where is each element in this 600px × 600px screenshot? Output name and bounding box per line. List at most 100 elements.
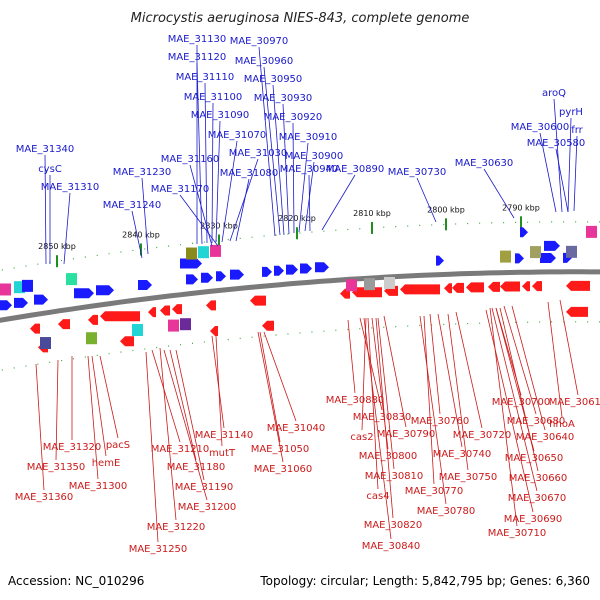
gene-label: MAE_31100 bbox=[184, 92, 243, 103]
gene-label: MAE_30970 bbox=[230, 36, 289, 47]
function-class-box bbox=[40, 337, 51, 350]
label-leader-line bbox=[151, 349, 181, 443]
forward-gene-arrow bbox=[34, 294, 48, 305]
gene-label: MAE_31090 bbox=[191, 110, 250, 121]
scale-tick-label: 2800 kbp bbox=[427, 205, 465, 214]
label-leader-line bbox=[503, 305, 537, 415]
forward-gene-arrow bbox=[230, 269, 244, 280]
label-leader-line bbox=[423, 315, 435, 485]
label-leader-line bbox=[259, 331, 281, 443]
gene-label: cas2 bbox=[350, 432, 373, 443]
reverse-gene-arrow bbox=[400, 284, 440, 295]
function-class-box bbox=[364, 278, 375, 291]
gene-label: MAE_30820 bbox=[364, 520, 423, 531]
label-leader-line bbox=[383, 315, 407, 428]
gene-label: MAE_30780 bbox=[417, 506, 476, 517]
forward-gene-arrow bbox=[186, 274, 198, 285]
label-leader-line bbox=[437, 313, 463, 448]
label-leader-line bbox=[35, 363, 45, 491]
gene-label: MAE_30610 bbox=[549, 397, 600, 408]
reverse-gene-arrow bbox=[444, 283, 452, 294]
gene-label: MAE_30890 bbox=[326, 164, 385, 175]
forward-gene-arrow bbox=[74, 288, 94, 299]
reverse-gene-arrow bbox=[172, 304, 182, 315]
function-class-box bbox=[500, 250, 511, 263]
forward-gene-arrow bbox=[262, 266, 272, 277]
reverse-gene-arrow bbox=[30, 323, 40, 334]
gene-label: MAE_31060 bbox=[254, 464, 313, 475]
scale-tick-label: 2830 kbp bbox=[200, 221, 238, 230]
forward-gene-arrow bbox=[286, 264, 298, 275]
label-leader-line bbox=[419, 315, 447, 505]
label-leader-line bbox=[263, 331, 297, 422]
reverse-gene-arrow bbox=[160, 305, 170, 316]
gene-labels: MAE_31130MAE_31120MAE_31110MAE_31100MAE_… bbox=[15, 34, 600, 555]
reverse-gene-arrow bbox=[100, 311, 140, 322]
label-leader-line bbox=[347, 319, 356, 394]
gene-label: MAE_31360 bbox=[15, 492, 74, 503]
gene-features bbox=[0, 225, 597, 353]
label-leader-line bbox=[547, 301, 563, 418]
gene-label: hhoA bbox=[549, 419, 575, 430]
reverse-gene-arrow bbox=[58, 319, 70, 330]
label-leader-line bbox=[141, 177, 149, 255]
gene-label: MAE_30600 bbox=[511, 122, 570, 133]
gene-label: cysC bbox=[38, 164, 62, 175]
gene-label: MAE_30720 bbox=[453, 430, 512, 441]
label-leader-line bbox=[235, 178, 250, 242]
forward-gene-arrow bbox=[300, 263, 312, 274]
label-leader-line bbox=[257, 331, 284, 463]
scale-tick-label: 2810 kbp bbox=[353, 209, 391, 218]
gene-label: MAE_30920 bbox=[264, 112, 323, 123]
gene-label: MAE_31350 bbox=[27, 462, 86, 473]
gene-label: pyrH bbox=[559, 107, 583, 118]
label-leader-line bbox=[555, 148, 569, 213]
gene-label: MAE_31210 bbox=[151, 444, 210, 455]
gene-label: MAE_31240 bbox=[103, 200, 162, 211]
gene-label: MAE_30930 bbox=[254, 93, 313, 104]
label-leader-line bbox=[169, 349, 197, 461]
gene-label: MAE_30750 bbox=[439, 472, 498, 483]
label-leader-line bbox=[361, 317, 367, 431]
label-leader-line bbox=[204, 82, 208, 244]
gene-label: MAE_30790 bbox=[377, 429, 436, 440]
forward-gene-arrow bbox=[515, 253, 524, 264]
gene-label: MAE_31170 bbox=[151, 184, 210, 195]
forward-gene-arrow bbox=[0, 300, 12, 311]
reverse-gene-arrow bbox=[206, 300, 216, 311]
label-leader-line bbox=[292, 122, 295, 234]
reverse-gene-arrow bbox=[500, 281, 520, 292]
gene-label: MAE_30770 bbox=[405, 486, 464, 497]
genome-summary-text: Topology: circular; Length: 5,842,795 bp… bbox=[259, 574, 590, 588]
forward-gene-arrow bbox=[216, 271, 226, 282]
label-leader-line bbox=[91, 355, 107, 457]
gene-label: mutT bbox=[209, 448, 236, 459]
function-class-box bbox=[132, 324, 143, 337]
reverse-gene-arrow bbox=[210, 326, 218, 337]
label-leader-line bbox=[211, 335, 225, 429]
label-leader-line bbox=[367, 317, 379, 490]
label-leader-line bbox=[511, 305, 546, 431]
gene-label: MAE_31080 bbox=[220, 168, 279, 179]
gene-label: MAE_31220 bbox=[147, 522, 206, 533]
label-leader-line bbox=[447, 313, 469, 471]
label-leader-line bbox=[179, 194, 219, 247]
function-class-box bbox=[198, 246, 209, 259]
reverse-gene-arrow bbox=[452, 282, 464, 293]
gene-label: MAE_31320 bbox=[43, 442, 102, 453]
reverse-gene-arrow bbox=[262, 320, 274, 331]
gene-label: aroQ bbox=[542, 88, 566, 99]
label-leader-line bbox=[272, 84, 285, 236]
label-leader-line bbox=[87, 355, 99, 480]
forward-gene-arrow bbox=[138, 280, 152, 290]
label-leader-line bbox=[491, 307, 538, 492]
gene-label: MAE_30810 bbox=[365, 471, 424, 482]
outer-dotted-ring bbox=[0, 221, 600, 271]
reverse-gene-arrow bbox=[532, 281, 542, 292]
scale-ticks: 2850 kbp 2840 kbp 2830 kbp 2820 kbp 2810 kbp… bbox=[38, 203, 540, 268]
label-leader-line bbox=[44, 154, 47, 265]
function-class-box bbox=[22, 279, 33, 292]
gene-label: MAE_31250 bbox=[129, 544, 188, 555]
gene-label: MAE_30880 bbox=[326, 395, 385, 406]
gene-label: MAE_31310 bbox=[41, 182, 100, 193]
